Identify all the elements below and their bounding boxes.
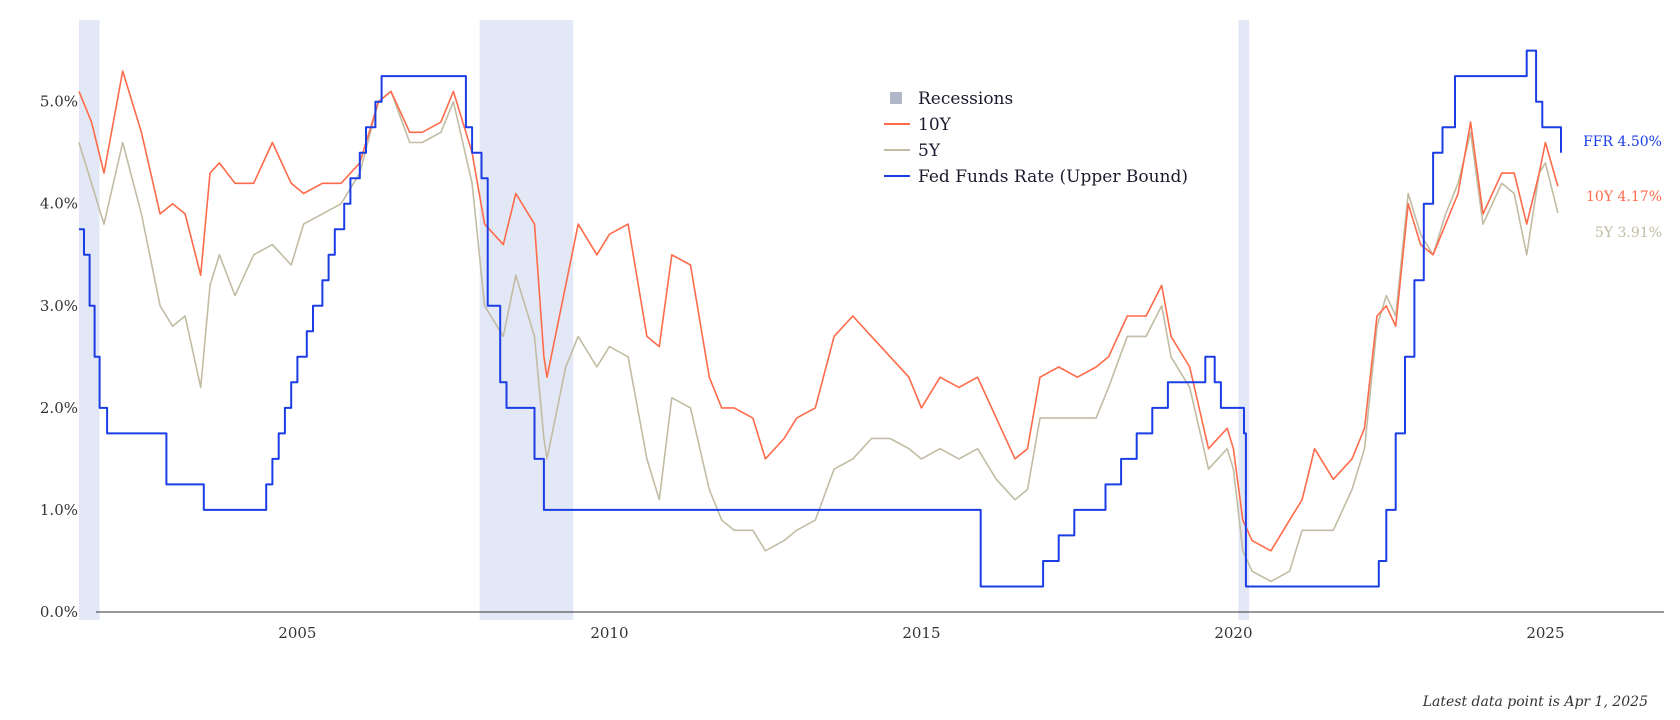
recession-band-2 (1238, 20, 1250, 620)
y-tick-label: 3.0% (40, 297, 78, 315)
recession-band-0 (79, 20, 100, 620)
y-tick-label: 5.0% (40, 93, 78, 111)
tick-labels: 0.0% 1.0% 2.0% 3.0% 4.0% 5.0% 2005 2010 2015 2020… (40, 93, 1565, 642)
x-tick-label: 2025 (1526, 624, 1564, 642)
legend-swatch-recessions (890, 92, 902, 104)
y-tick-label: 2.0% (40, 399, 78, 417)
legend-label: 5Y (918, 141, 941, 161)
legend: Recessions 10Y 5Y Fed Funds Rate (Upper Bou… (884, 89, 1188, 187)
series-line-10y (78, 70, 1559, 552)
y-tick-label: 1.0% (40, 501, 78, 519)
y-tick-label: 0.0% (40, 603, 78, 621)
legend-label: Fed Funds Rate (Upper Bound) (918, 167, 1188, 187)
end-label-5y: 5Y 3.91% (1595, 225, 1662, 241)
x-tick-label: 2015 (902, 624, 940, 642)
series-line-ffr (79, 49, 1562, 588)
end-label-ffr: FFR 4.50% (1583, 134, 1662, 150)
legend-label: 10Y (918, 115, 952, 135)
recession-bands (79, 20, 1250, 620)
series-lines (78, 49, 1562, 588)
y-tick-label: 4.0% (40, 195, 78, 213)
recession-band-1 (479, 20, 574, 620)
legend-label: Recessions (918, 89, 1013, 109)
end-label-10y: 10Y 4.17% (1586, 189, 1662, 205)
x-tick-label: 2005 (278, 624, 316, 642)
series-line-5y (78, 90, 1559, 583)
end-labels: FFR 4.50% 10Y 4.17% 5Y 3.91% (1583, 134, 1662, 241)
x-tick-label: 2010 (590, 624, 628, 642)
footnote: Latest data point is Apr 1, 2025 (1422, 694, 1648, 710)
x-tick-label: 2020 (1214, 624, 1252, 642)
